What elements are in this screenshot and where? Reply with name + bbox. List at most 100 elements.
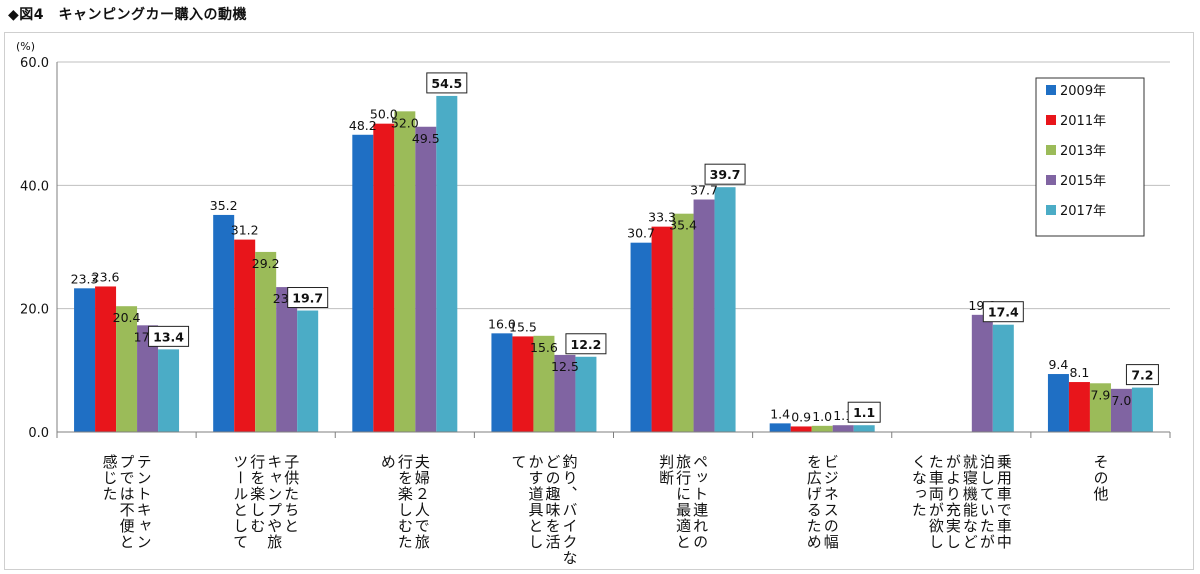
category-label-line: た車両が欲し [927, 454, 945, 550]
legend-swatch [1046, 145, 1056, 155]
bar [714, 187, 736, 432]
legend-swatch [1046, 115, 1056, 125]
bar [74, 288, 96, 432]
bar [853, 425, 875, 432]
category-label-line: 行を楽しむ [248, 454, 266, 534]
data-label: 31.2 [231, 223, 259, 238]
category-label-line: て [509, 454, 527, 470]
bar [137, 325, 159, 432]
data-label: 37.7 [690, 183, 718, 198]
value-labels: 23.3 35.2 48.2 16.0 30.7 1.4 9.4 23.6 31.2 50.0 15… [71, 72, 1159, 424]
data-label: 7.9 [1090, 387, 1110, 402]
category-label-line: ビジネスの幅 [822, 454, 840, 550]
bar [651, 226, 673, 432]
highlight-label-box [565, 333, 607, 355]
category-label-line: くなった [910, 454, 928, 518]
category-label-line: 行を楽しむた [396, 454, 414, 550]
bar [1068, 382, 1090, 432]
data-label: 33.3 [648, 210, 676, 225]
category-label-line: を広げるため [805, 454, 823, 550]
data-label: 19.7 [292, 291, 323, 306]
bar [630, 242, 652, 432]
bar [832, 425, 854, 432]
bar [1131, 387, 1153, 432]
data-label: 8.1 [1069, 365, 1089, 380]
highlight-label-box [704, 163, 746, 185]
data-label: 49.5 [412, 131, 440, 146]
category-label-line: どの趣味を活 [543, 454, 561, 550]
legend-label: 2017年 [1060, 204, 1106, 219]
bar [693, 199, 715, 432]
bar [297, 310, 319, 432]
highlight-label-box [847, 401, 881, 423]
category-label-line: 就寝機能など [961, 454, 979, 550]
category-label: その他 [1091, 454, 1109, 502]
data-label: 9.4 [1048, 357, 1068, 372]
bar [255, 251, 277, 432]
bar [95, 286, 117, 432]
category-label-line: 子供たちと [282, 454, 300, 534]
highlight-label-box [148, 325, 190, 347]
category-label-line: 釣り、バイクな [560, 454, 578, 566]
data-label: 52.0 [391, 115, 419, 130]
data-label: 15.6 [530, 340, 558, 355]
bar [1089, 383, 1111, 432]
x-axis [56, 431, 1171, 438]
category-label-line: 感じた [101, 454, 119, 502]
bar [575, 356, 597, 432]
bar [213, 214, 235, 432]
bar [672, 213, 694, 432]
category-label-line: キャンプや旅 [265, 454, 283, 550]
data-label: 29.2 [252, 256, 280, 271]
bar [1110, 388, 1132, 432]
data-label: 39.7 [710, 167, 741, 182]
legend-swatch [1046, 85, 1056, 95]
data-label: 13.4 [153, 329, 184, 344]
data-label: 12.5 [551, 359, 579, 374]
category-label-line: がより充実し [944, 454, 962, 550]
highlight-label-box [287, 287, 329, 309]
y-tick-label: 40.0 [20, 179, 49, 194]
bar [992, 324, 1014, 432]
category-label-line: テントキャン [135, 454, 153, 550]
chart-frame [4, 32, 1194, 570]
y-axis: (%) 0.0 20.0 40.0 60.0 [16, 40, 58, 441]
y-tick-label: 0.0 [28, 426, 49, 441]
category-label-line: 旅行に最適と [674, 454, 692, 550]
data-label: 7.0 [1111, 393, 1131, 408]
category-label-line: その他 [1091, 454, 1109, 502]
legend-swatch [1046, 205, 1056, 215]
data-label: 1.0 [812, 409, 832, 424]
bar [491, 333, 513, 432]
bar [436, 95, 458, 433]
legend-label: 2009年 [1060, 84, 1106, 99]
bar [769, 423, 791, 432]
category-label-line: 判断 [657, 454, 675, 486]
bar [116, 306, 138, 432]
data-label: 12.2 [571, 337, 602, 352]
y-tick-label: 20.0 [20, 303, 49, 318]
data-label: 1.1 [853, 405, 875, 420]
bar [394, 111, 416, 432]
data-label: 54.5 [431, 76, 462, 91]
bar [533, 335, 555, 432]
legend: 2009年 2011年 2013年 2015年 2017年 [1035, 77, 1145, 237]
category-label-line: ツールとして [231, 454, 249, 550]
bar [811, 425, 833, 432]
bar [234, 239, 256, 432]
data-label: 23.3 [71, 271, 99, 286]
legend-label: 2011年 [1060, 114, 1106, 129]
highlight-label-box [1125, 364, 1159, 386]
data-label: 35.2 [210, 198, 238, 213]
bar [1047, 374, 1069, 432]
category-label-line: ペット連れの [691, 454, 709, 550]
bar [512, 336, 534, 432]
category-label-line: かす道具とし [526, 454, 544, 550]
